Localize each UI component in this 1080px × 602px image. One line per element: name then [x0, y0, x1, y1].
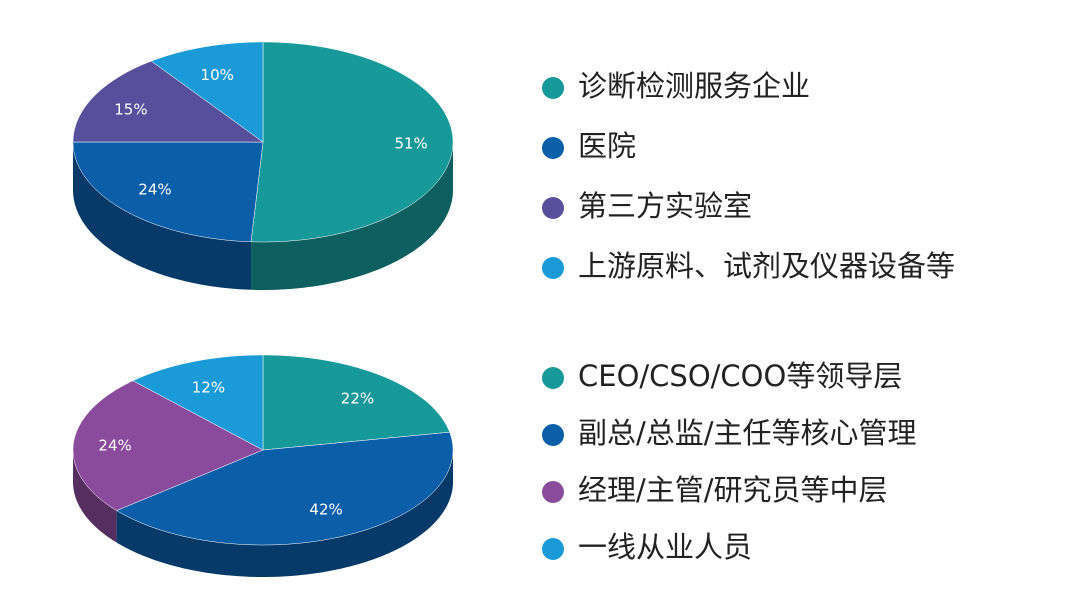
- slice: [250, 41, 454, 243]
- slice-side: [73, 450, 117, 543]
- legend-label: 上游原料、试剂及仪器设备等: [578, 249, 955, 283]
- value-label: 51%: [394, 135, 427, 153]
- slice: [132, 354, 264, 451]
- legend-marker: [542, 257, 564, 279]
- legend-marker: [542, 367, 564, 389]
- slice: [72, 141, 264, 243]
- value-label: 24%: [138, 180, 171, 198]
- slice-side: [73, 142, 252, 290]
- value-label: 10%: [201, 66, 234, 84]
- legend-label: 诊断检测服务企业: [578, 69, 810, 103]
- legend-label: 副总/总监/主任等核心管理: [578, 416, 917, 450]
- slice: [116, 431, 454, 546]
- legend-marker: [542, 481, 564, 503]
- legend-label: 医院: [578, 129, 636, 163]
- slice: [72, 380, 264, 511]
- legend-label: 第三方实验室: [578, 189, 752, 223]
- slice: [150, 41, 264, 143]
- legend-marker: [542, 77, 564, 99]
- legend-marker: [542, 197, 564, 219]
- slice-side: [251, 142, 453, 290]
- value-label: 24%: [98, 436, 131, 454]
- slice-side: [116, 450, 454, 577]
- value-label: 12%: [192, 379, 225, 397]
- legend-marker: [542, 137, 564, 159]
- legend-marker: [542, 424, 564, 446]
- value-label: 22%: [341, 389, 374, 407]
- value-label: 15%: [114, 101, 147, 119]
- slice: [262, 354, 450, 451]
- value-label: 42%: [309, 501, 342, 519]
- slice: [72, 60, 264, 143]
- legend-label: CEO/CSO/COO等领导层: [578, 359, 902, 393]
- legend-marker: [542, 538, 564, 560]
- legend-label: 经理/主管/研究员等中层: [578, 473, 888, 507]
- legend-label: 一线从业人员: [578, 530, 752, 564]
